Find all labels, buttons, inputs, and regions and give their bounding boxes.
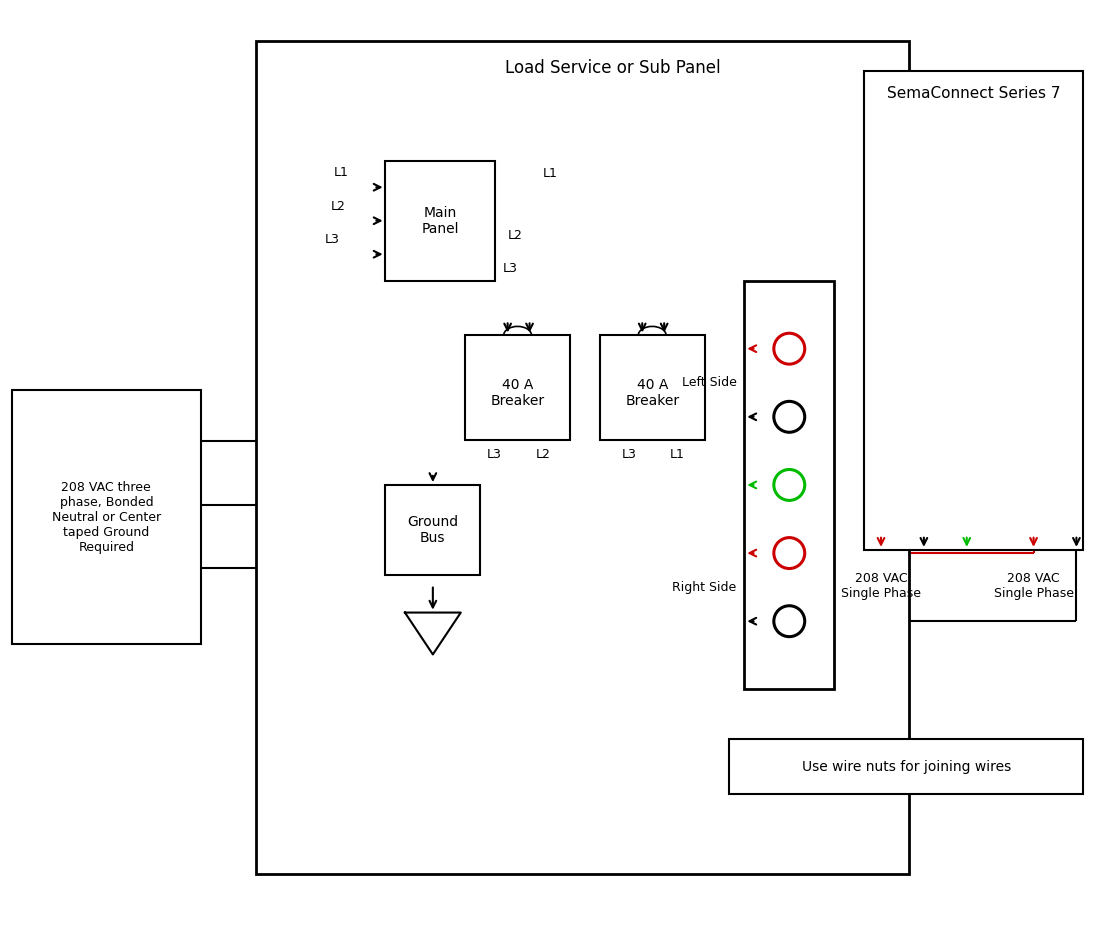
Bar [865, 72, 1084, 550]
Text: Right Side: Right Side [672, 580, 736, 593]
Text: L1: L1 [542, 167, 558, 180]
Text: Main
Panel: Main Panel [421, 206, 459, 236]
Text: 40 A
Breaker: 40 A Breaker [625, 378, 680, 408]
Text: L3: L3 [503, 262, 518, 275]
Text: 208 VAC
Single Phase: 208 VAC Single Phase [993, 572, 1074, 600]
Text: Use wire nuts for joining wires: Use wire nuts for joining wires [802, 760, 1011, 774]
Bar [12, 391, 201, 644]
Text: L3: L3 [326, 233, 340, 246]
Circle shape [773, 605, 805, 637]
Bar [385, 161, 495, 281]
Bar [256, 41, 909, 874]
Text: L1: L1 [333, 166, 349, 179]
Text: Left Side: Left Side [682, 377, 736, 390]
Text: Ground
Bus: Ground Bus [407, 514, 459, 545]
Text: SemaConnect Series 7: SemaConnect Series 7 [887, 86, 1060, 100]
Bar [745, 281, 834, 689]
Text: 208 VAC three
phase, Bonded
Neutral or Center
taped Ground
Required: 208 VAC three phase, Bonded Neutral or C… [52, 481, 161, 554]
Text: L2: L2 [331, 200, 345, 213]
Text: L3: L3 [621, 448, 636, 461]
Bar [729, 739, 1084, 794]
Text: L2: L2 [536, 448, 550, 461]
Text: L1: L1 [670, 448, 685, 461]
Bar [385, 485, 481, 575]
Text: 208 VAC
Single Phase: 208 VAC Single Phase [842, 572, 921, 600]
Text: L3: L3 [487, 448, 502, 461]
Text: Load Service or Sub Panel: Load Service or Sub Panel [505, 60, 720, 77]
Circle shape [773, 402, 805, 432]
Circle shape [773, 470, 805, 500]
Text: 40 A
Breaker: 40 A Breaker [491, 378, 544, 408]
Bar [600, 336, 704, 440]
Circle shape [773, 538, 805, 568]
Bar [465, 336, 570, 440]
Text: L2: L2 [508, 229, 522, 242]
Circle shape [773, 333, 805, 365]
